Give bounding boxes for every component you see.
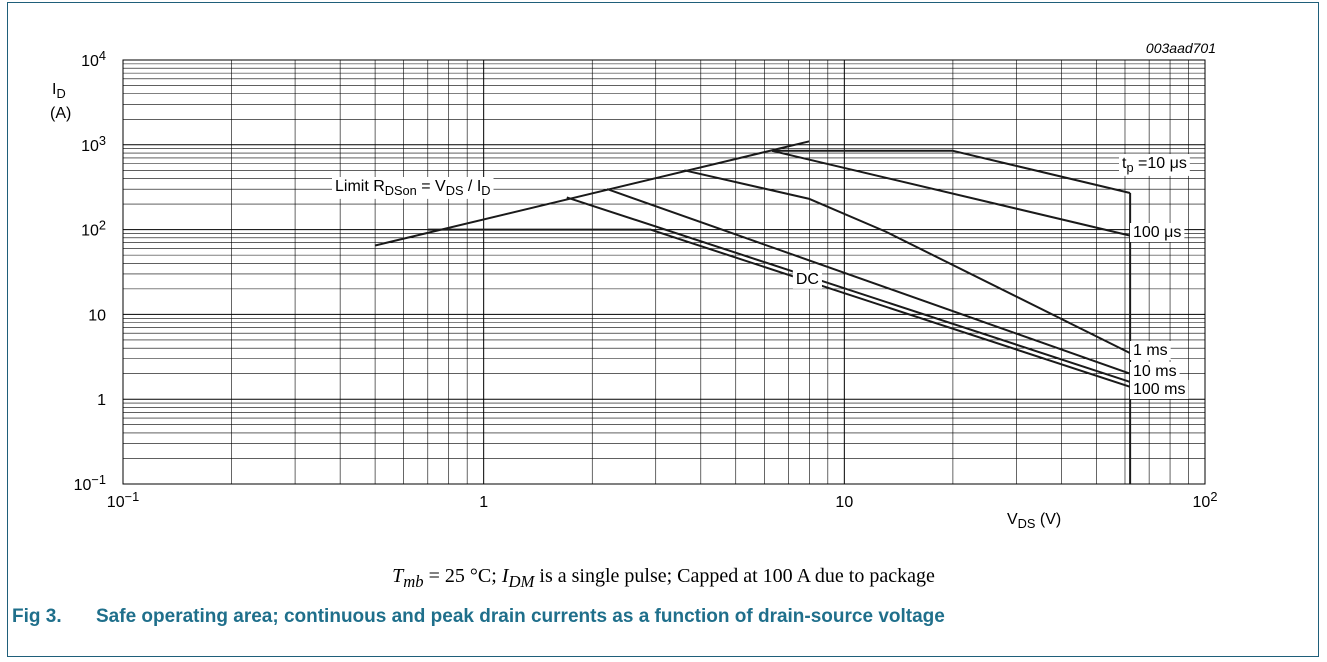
series-label-4-bg xyxy=(1130,380,1189,399)
y-tick-label: 10−1 xyxy=(74,472,106,494)
y-tick-label: 102 xyxy=(81,218,106,240)
dc-label-bg xyxy=(792,269,822,289)
figure-caption: Fig 3. Safe operating area; continuous an… xyxy=(12,606,945,628)
figure-title: Safe operating area; continuous and peak… xyxy=(96,606,945,627)
soa-curve-2 xyxy=(684,169,1131,354)
y-tick-label: 103 xyxy=(81,133,106,155)
tmb-symbol: T xyxy=(392,565,404,587)
idm-symbol: I xyxy=(501,565,509,587)
limit-rdson-label-bg xyxy=(332,177,494,199)
y-tick-label: 10 xyxy=(88,307,106,324)
soa-curve-3 xyxy=(606,188,1131,375)
soa-curve-0 xyxy=(772,149,1131,194)
series-label-2: 1 ms xyxy=(1133,342,1168,359)
tmb-value: = 25 °C; xyxy=(423,565,502,587)
plot-area xyxy=(122,59,1206,485)
figure-code: 003aad701 xyxy=(1146,40,1216,56)
series-label-3: 10 ms xyxy=(1133,363,1177,380)
soa-curve-4 xyxy=(566,196,1131,383)
dc-label: DC xyxy=(796,271,819,288)
x-axis-label: VDS (V) xyxy=(1007,511,1061,531)
x-tick-label: 102 xyxy=(1193,489,1218,511)
series-label-4: 100 ms xyxy=(1133,381,1185,398)
soa-curve-1 xyxy=(771,149,1131,237)
series-label-2-bg xyxy=(1130,341,1171,360)
series-label-0: tp =10 μs xyxy=(1122,155,1187,175)
condition-rest: is a single pulse; Capped at 100 A due t… xyxy=(534,565,935,587)
curve-labels: Limit RDSon = VDS / ID tp =10 μs 100 μs 1 m… xyxy=(332,154,1190,399)
limit-rdson-label: Limit RDSon = VDS / ID xyxy=(335,178,491,198)
y-tick-label: 104 xyxy=(81,48,106,70)
axis-ticks: 10−1 1 10 102 103 104 10−1 1 10 102 ID (A) VDS (V) xyxy=(50,48,1217,531)
series-label-1-bg xyxy=(1130,223,1185,242)
figure-frame xyxy=(7,2,1319,657)
tmb-sub: mb xyxy=(403,572,424,591)
test-condition: Tmb = 25 °C; IDM is a single pulse; Capp… xyxy=(0,565,1327,592)
figure-number: Fig 3. xyxy=(12,606,62,627)
series-label-3-bg xyxy=(1130,362,1180,381)
x-tick-label: 10 xyxy=(835,494,853,511)
x-tick-label: 1 xyxy=(479,494,488,511)
series-label-1: 100 μs xyxy=(1133,224,1181,241)
series-label-0-bg xyxy=(1119,154,1190,176)
soa-curve-5 xyxy=(427,228,1131,388)
y-axis-unit: (A) xyxy=(50,105,71,122)
grid xyxy=(122,59,1206,485)
y-tick-label: 1 xyxy=(97,392,106,409)
x-tick-label: 10−1 xyxy=(107,489,139,511)
y-axis-label: ID xyxy=(52,81,66,101)
curves xyxy=(374,140,1132,484)
limit-rdson-line xyxy=(374,140,810,247)
idm-sub: DM xyxy=(508,572,535,591)
